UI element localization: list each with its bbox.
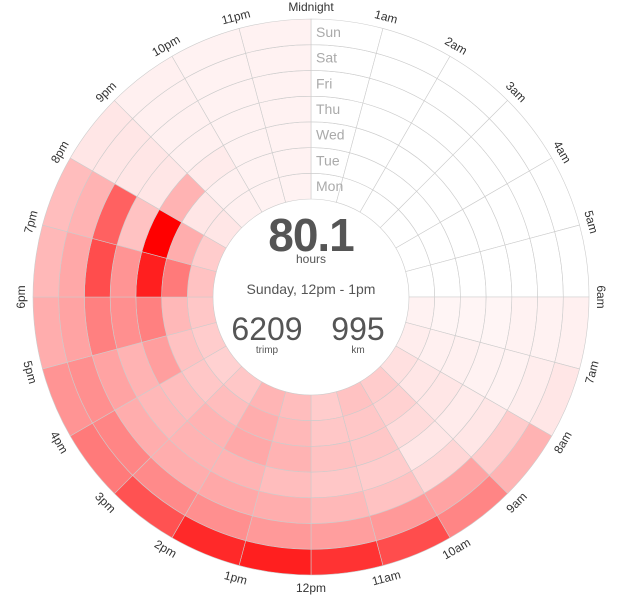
heatmap-cell-tue-6[interactable] — [430, 296, 461, 337]
hour-label-7: 7am — [582, 359, 602, 385]
total-hours-value: 80.1 — [268, 209, 355, 261]
heatmap-cell-tue-17[interactable] — [161, 296, 192, 337]
hour-label-1: 1am — [373, 7, 399, 27]
trimp-label: trimp — [255, 345, 279, 356]
day-label-tue: Tue — [316, 152, 340, 168]
selected-timeslot: Sunday, 12pm - 1pm — [246, 281, 376, 297]
heatmap-cell-tue-11[interactable] — [310, 416, 351, 447]
hour-label-0: Midnight — [288, 0, 334, 14]
heatmap-cells — [32, 18, 590, 576]
heatmap-cell-tue-12[interactable] — [271, 416, 312, 447]
hour-label-5: 5am — [581, 209, 601, 235]
day-label-thu: Thu — [316, 101, 340, 117]
heatmap-cell-sun-23[interactable] — [238, 18, 312, 54]
hour-label-19: 7pm — [21, 209, 41, 235]
day-label-sun: Sun — [316, 24, 341, 40]
hour-label-23: 11pm — [220, 6, 252, 27]
hour-label-16: 4pm — [47, 429, 71, 456]
day-label-wed: Wed — [316, 127, 345, 143]
heatmap-cell-tue-23[interactable] — [271, 147, 312, 178]
hour-label-6: 6am — [594, 285, 608, 308]
hour-label-11: 11am — [370, 567, 402, 588]
day-label-fri: Fri — [316, 75, 332, 91]
hour-label-14: 2pm — [152, 537, 179, 561]
hour-label-12: 12pm — [296, 581, 326, 595]
total-hours-label: hours — [295, 252, 327, 266]
hour-label-17: 5pm — [20, 359, 40, 385]
km-value: 995 — [331, 311, 385, 347]
hour-label-13: 1pm — [223, 568, 249, 588]
km-label: km — [351, 345, 365, 356]
day-label-sat: Sat — [316, 50, 337, 66]
trimp-value: 6209 — [231, 311, 303, 347]
day-label-mon: Mon — [316, 178, 343, 194]
hour-label-8: 8am — [551, 429, 575, 456]
hour-label-18: 6pm — [14, 285, 28, 308]
